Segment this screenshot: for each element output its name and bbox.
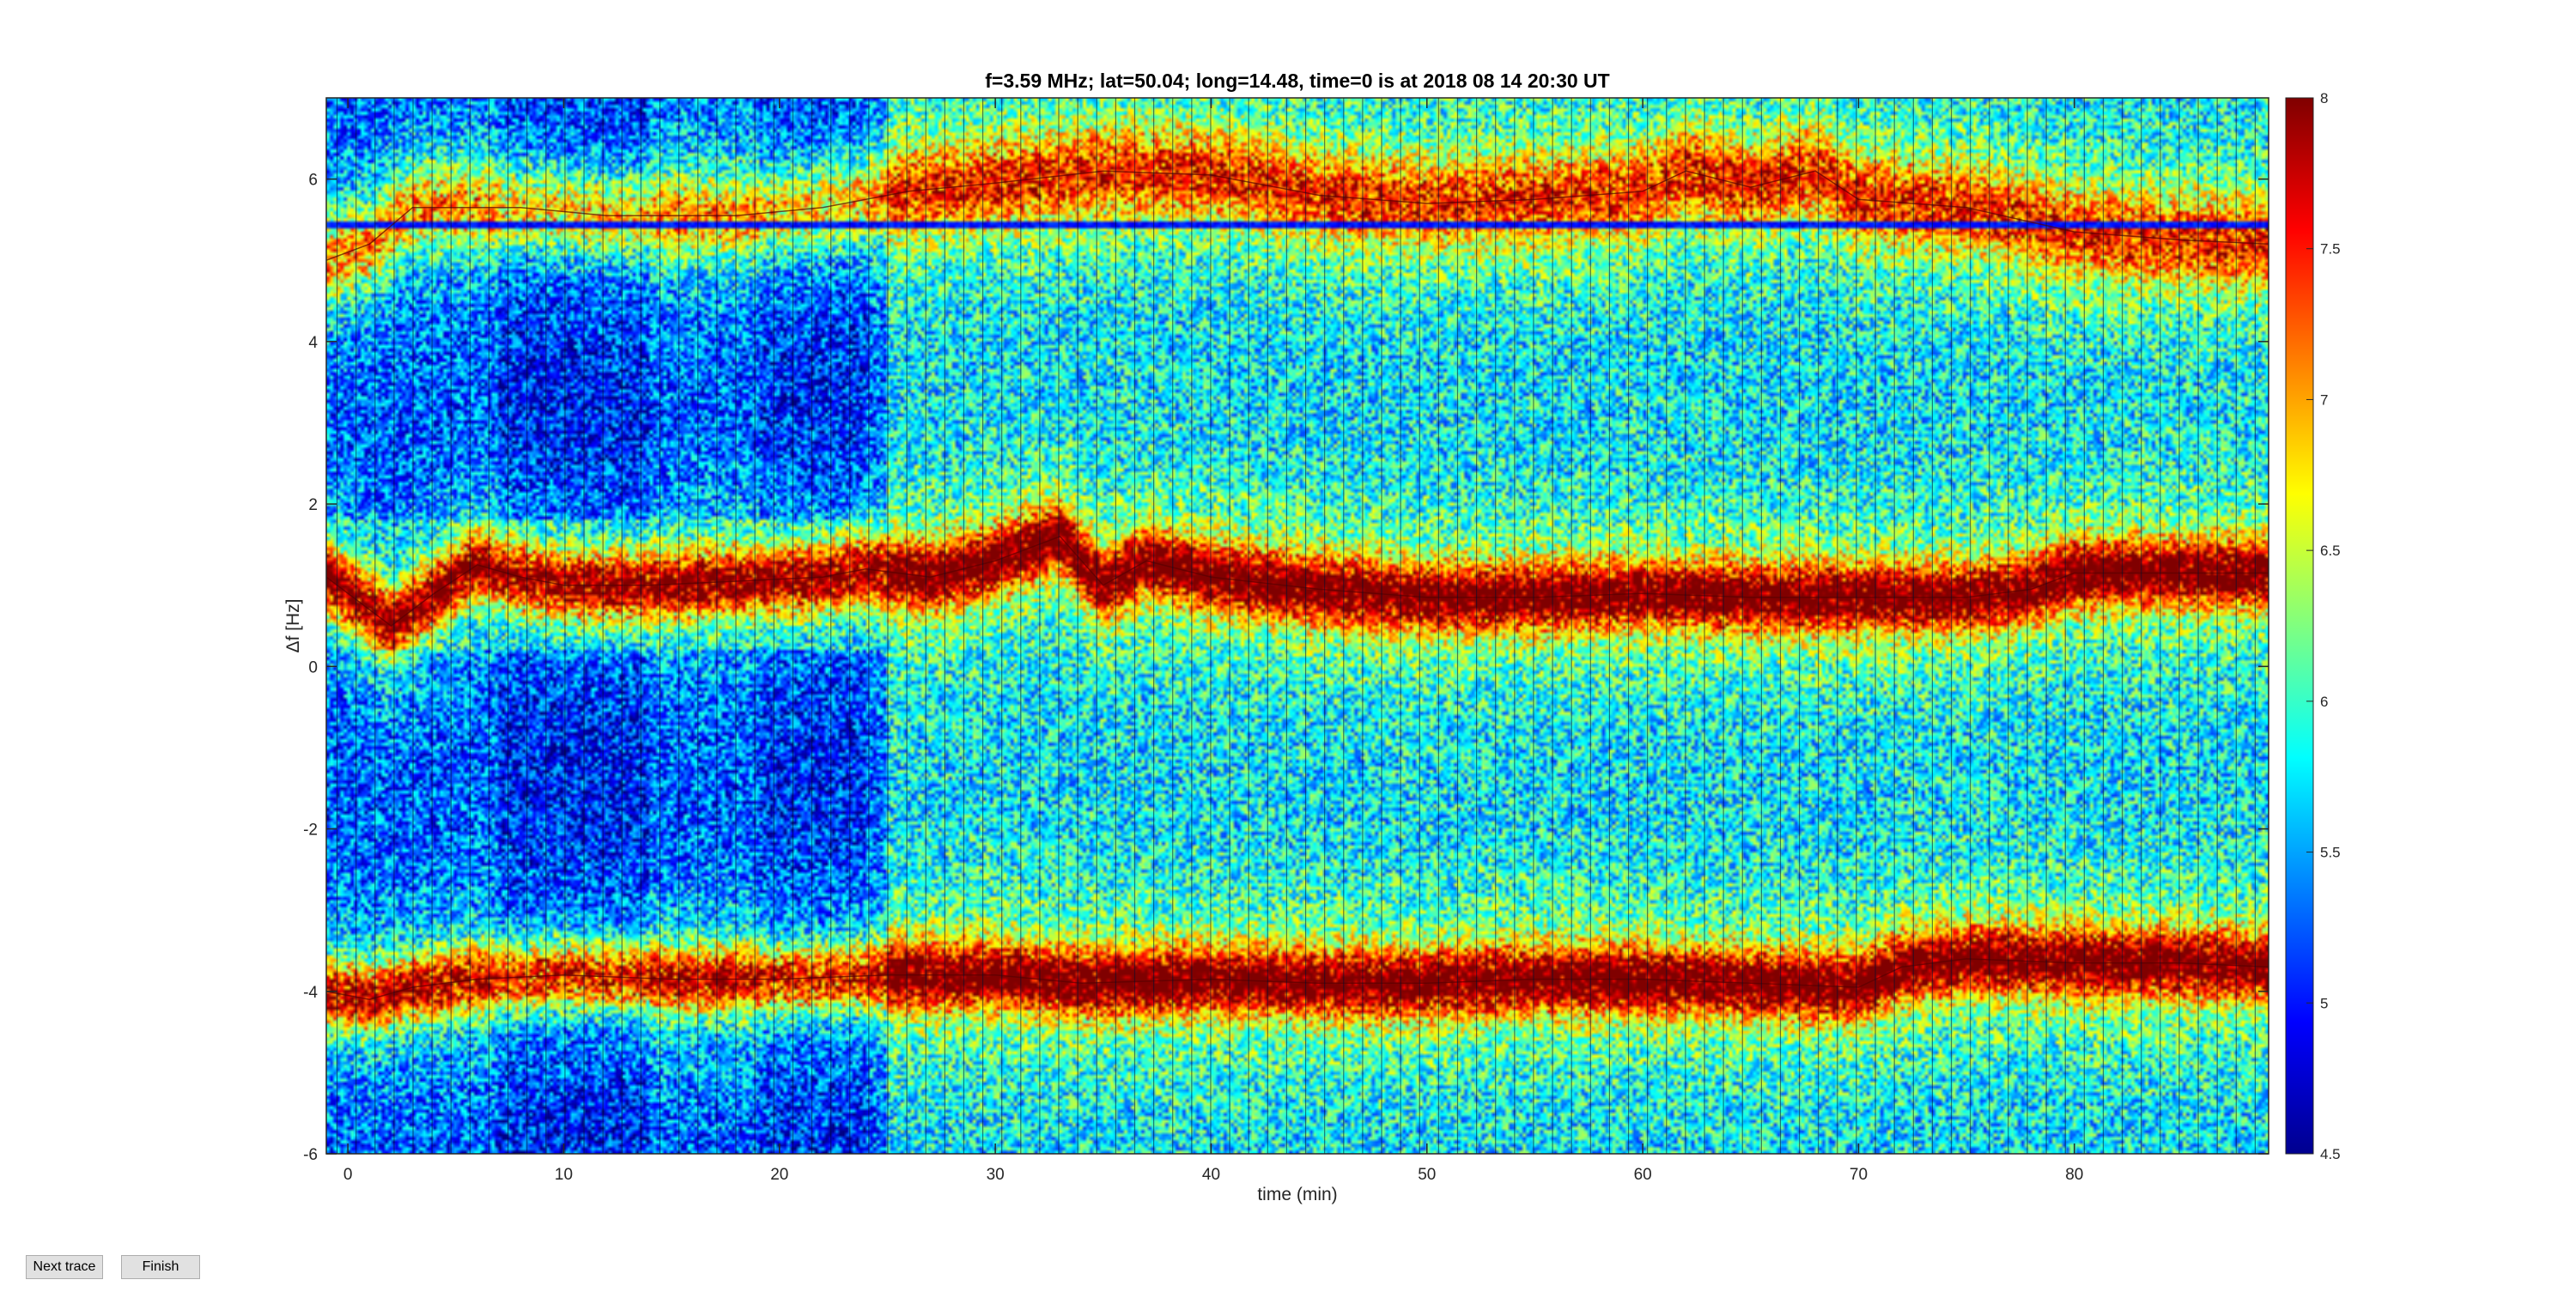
- trace-line-lower: [326, 958, 2269, 1000]
- y-tick-label: 4: [308, 334, 318, 352]
- x-axis: 0 10 20 30 40 50 60 70 80: [343, 98, 2083, 1184]
- colorbar-tick-label: 6.5: [2320, 543, 2341, 559]
- y-tick-label: 6: [308, 172, 318, 190]
- x-tick-label: 20: [770, 1166, 788, 1184]
- y-tick-label: 0: [308, 658, 318, 676]
- y-tick-label: 2: [308, 496, 318, 514]
- x-tick-label: 10: [555, 1166, 573, 1184]
- plot-frame: [325, 97, 2269, 1155]
- y-tick-label: -6: [303, 1146, 318, 1164]
- colorbar-tick-label: 7.5: [2320, 241, 2341, 258]
- finish-button[interactable]: Finish: [121, 1255, 200, 1279]
- heatmap-image: [326, 98, 2269, 1154]
- x-tick-label: 40: [1202, 1166, 1220, 1184]
- x-axis-label: time (min): [1257, 1185, 1337, 1204]
- colorbar-tick-label: 5.5: [2320, 845, 2341, 861]
- x-tick-label: 30: [987, 1166, 1005, 1184]
- colorbar-tick-label: 7: [2320, 391, 2328, 408]
- colorbar-tick-label: 8: [2320, 90, 2328, 106]
- next-trace-button[interactable]: Next trace: [26, 1255, 103, 1279]
- x-tick-label: 60: [1634, 1166, 1652, 1184]
- x-tick-label: 0: [343, 1166, 353, 1184]
- scan-lines: [336, 98, 2257, 1154]
- y-tick-label: -4: [303, 984, 318, 1002]
- plot-area: [326, 98, 2269, 1154]
- trace-line-central: [326, 536, 2269, 627]
- x-tick-label: 50: [1418, 1166, 1436, 1184]
- colorbar-tick-label: 4.5: [2320, 1146, 2341, 1162]
- x-tick-label: 70: [1850, 1166, 1868, 1184]
- colorbar-tick-label: 5: [2320, 995, 2328, 1011]
- y-tick-label: -2: [303, 822, 318, 840]
- x-tick-label: 80: [2065, 1166, 2083, 1184]
- chart-title: f=3.59 MHz; lat=50.04; long=14.48, time=…: [985, 70, 1609, 92]
- colorbar: [2285, 97, 2314, 1155]
- colorbar-ticks: 4.5 5 5.5 6 6.5 7 7.5 8: [2306, 90, 2341, 1162]
- y-axis-label: Δf [Hz]: [283, 598, 303, 652]
- y-axis: -6 -4 -2 0 2 4 6: [303, 172, 2269, 1164]
- colorbar-tick-label: 6: [2320, 694, 2328, 710]
